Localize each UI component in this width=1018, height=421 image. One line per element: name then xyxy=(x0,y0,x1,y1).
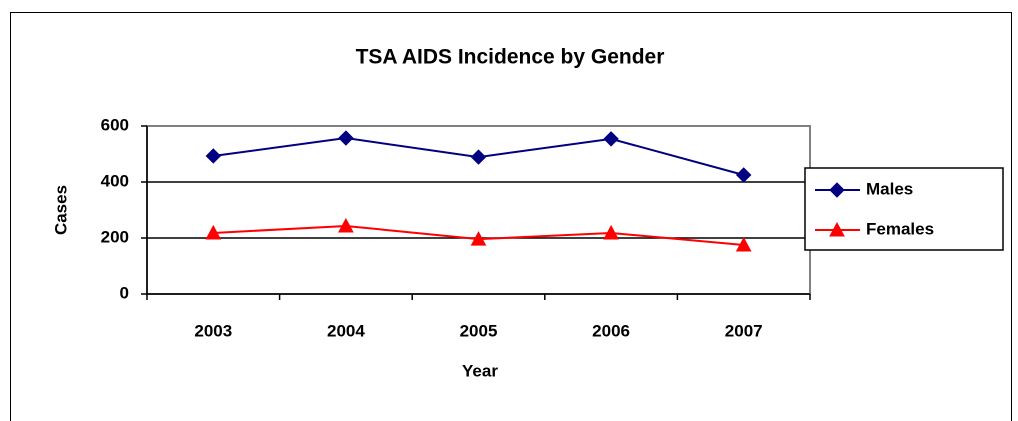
data-point xyxy=(338,217,354,233)
x-tick-label: 2005 xyxy=(460,321,498,340)
data-point xyxy=(205,148,222,164)
chart-title: TSA AIDS Incidence by Gender xyxy=(356,46,665,69)
legend-label: Females xyxy=(866,219,934,238)
data-point xyxy=(205,224,222,240)
data-point xyxy=(603,224,619,240)
data-point xyxy=(470,149,487,165)
legend-marker xyxy=(829,221,845,237)
x-tick-label: 2007 xyxy=(725,321,763,340)
x-axis-title: Year xyxy=(462,361,498,380)
legend-marker xyxy=(829,182,845,198)
y-tick-label: 0 xyxy=(120,283,129,302)
x-tick-label: 2004 xyxy=(327,321,365,340)
data-point xyxy=(735,236,752,252)
data-point xyxy=(735,167,752,183)
data-point xyxy=(470,231,487,246)
data-point xyxy=(338,130,354,146)
x-tick-label: 2006 xyxy=(592,321,630,340)
y-axis-title: Cases xyxy=(51,185,70,235)
data-point xyxy=(603,131,619,147)
y-tick-label: 200 xyxy=(101,227,129,246)
legend-label: Males xyxy=(866,179,913,198)
x-tick-label: 2003 xyxy=(194,321,232,340)
y-tick-label: 400 xyxy=(101,171,129,190)
y-tick-label: 600 xyxy=(101,115,129,134)
